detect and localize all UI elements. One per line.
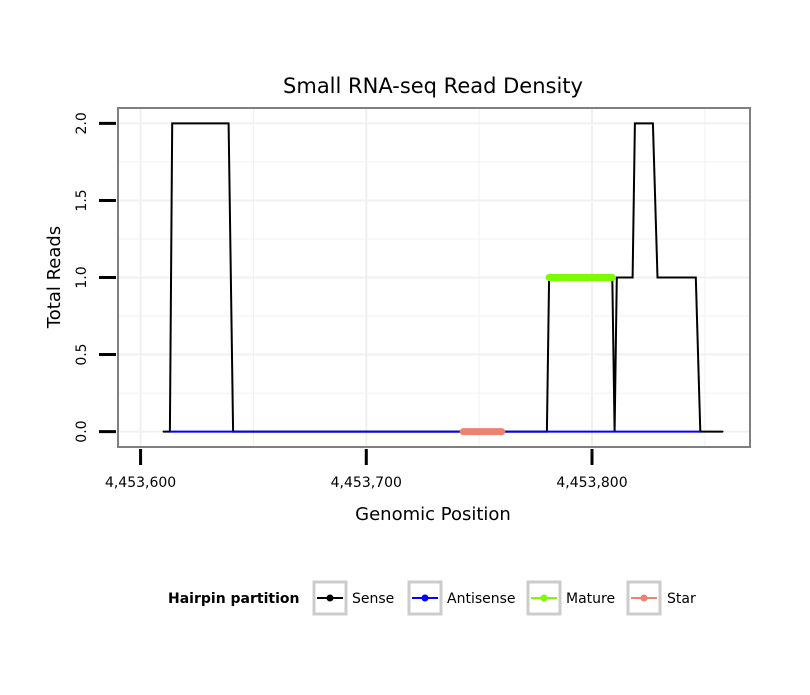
y-tick-label: 0.0	[74, 420, 90, 442]
legend-title: Hairpin partition	[168, 591, 299, 607]
data-point-sense	[652, 122, 654, 125]
x-axis: 4,453,600 4,453,700 4,453,800	[105, 449, 628, 491]
y-axis-label: Total Reads	[44, 226, 65, 329]
y-tick-label: 1.0	[74, 266, 90, 288]
plot-panel-border	[117, 107, 751, 448]
x-tick-label: 4,453,700	[331, 475, 402, 491]
y-tick-label: 1.5	[74, 189, 90, 211]
y-axis: 0.0 0.5 1.0 1.5 2.0	[74, 112, 116, 443]
plot-panel	[117, 107, 751, 448]
legend-item-star: Star	[626, 580, 696, 616]
legend-item-sense: Sense	[312, 580, 394, 616]
data-point-sense	[656, 276, 659, 279]
legend-swatch-point	[326, 594, 334, 602]
x-tick-label: 4,453,800	[556, 475, 627, 491]
data-point-antisense	[169, 430, 171, 433]
series-layer	[162, 122, 724, 436]
legend-label: Antisense	[447, 591, 516, 607]
data-point-sense	[171, 122, 173, 125]
data-point-sense	[616, 276, 618, 279]
data-point-sense	[162, 430, 164, 433]
data-point-sense	[695, 276, 697, 279]
data-point-sense	[632, 276, 634, 279]
legend-swatch-point	[540, 594, 548, 602]
legend-label: Sense	[352, 591, 394, 607]
legend-item-mature: Mature	[526, 580, 615, 616]
data-point-star	[461, 430, 465, 434]
data-point-mature	[610, 276, 614, 279]
legend: Hairpin partition Sense Antisense Mature St…	[168, 580, 696, 616]
data-point-antisense	[699, 430, 701, 433]
chart-title: Small RNA-seq Read Density	[283, 74, 583, 98]
x-tick-label: 4,453,600	[105, 475, 176, 491]
legend-swatch-point	[640, 594, 648, 602]
data-point-sense	[228, 122, 230, 125]
legend-label: Mature	[566, 591, 615, 607]
x-axis-label: Genomic Position	[355, 504, 511, 525]
data-point-antisense	[232, 430, 234, 433]
data-point-mature	[547, 276, 551, 279]
legend-label: Star	[667, 591, 696, 607]
legend-item-antisense: Antisense	[407, 580, 516, 616]
y-tick-label: 0.5	[74, 343, 90, 365]
y-tick-label: 2.0	[74, 112, 90, 134]
data-point-star	[500, 430, 504, 434]
data-point-sense	[634, 122, 636, 125]
data-point-sense	[722, 430, 724, 433]
data-point-antisense	[546, 430, 548, 433]
legend-swatch-point	[421, 594, 429, 602]
